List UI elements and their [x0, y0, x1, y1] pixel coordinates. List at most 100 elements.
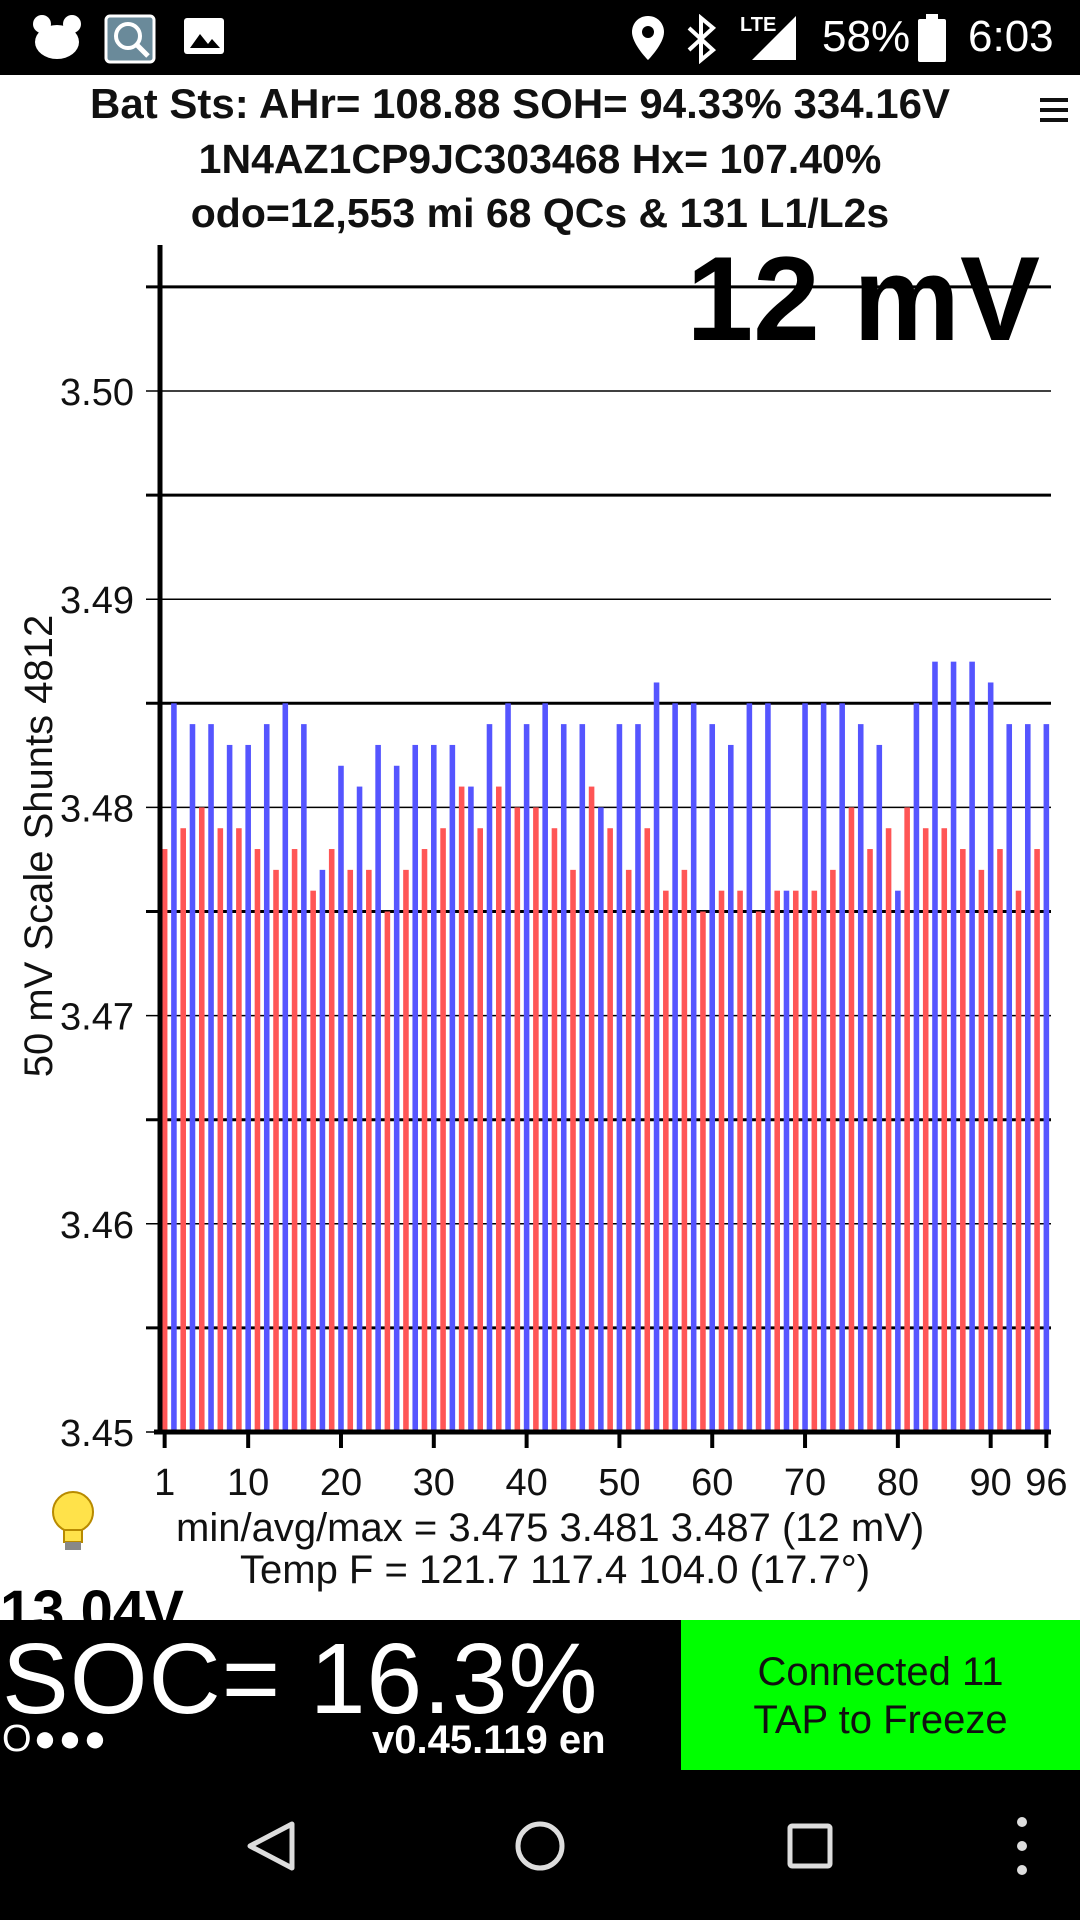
cell-bar — [950, 661, 957, 1432]
cell-bar — [755, 911, 762, 1432]
status-bar: LTE 58% 6:03 — [0, 0, 1080, 75]
cell-bar — [960, 849, 966, 1432]
y-tick-label: 3.49 — [60, 580, 134, 622]
battery-percent: 58% — [822, 12, 911, 61]
delta-mv-label: 12 mV — [686, 232, 1040, 366]
cell-bar — [932, 661, 938, 1432]
lightbulb-icon[interactable] — [48, 1490, 98, 1556]
overflow-button[interactable] — [960, 1770, 1080, 1920]
cell-bar — [885, 828, 892, 1432]
cell-bar — [208, 724, 214, 1432]
x-tick-label: 60 — [691, 1462, 733, 1500]
network-label: LTE — [740, 14, 777, 36]
clock: 6:03 — [968, 12, 1054, 61]
chart-tick-labels: 3.45 3.46 3.47 3.48 3.49 3.50 1 10 20 30 40 50 60 70 8… — [60, 372, 1067, 1500]
cell-bar — [236, 828, 242, 1432]
cell-bar — [393, 765, 400, 1432]
location-icon — [632, 16, 664, 60]
x-tick-label: 10 — [227, 1462, 269, 1500]
cell-bar — [690, 703, 697, 1432]
cell-bar — [171, 703, 177, 1432]
bear-app-icon — [33, 15, 81, 59]
cell-bar — [319, 869, 326, 1432]
cell-bar — [1006, 724, 1013, 1432]
cell-bar — [412, 744, 419, 1432]
x-tick-label: 96 — [1025, 1462, 1067, 1500]
home-icon — [515, 1821, 565, 1871]
cell-bar — [263, 724, 270, 1432]
y-tick-label: 3.47 — [60, 997, 134, 1039]
cell-bar — [848, 807, 855, 1432]
image-icon — [184, 18, 224, 54]
cell-bar — [765, 703, 771, 1432]
cell-bar — [625, 869, 632, 1432]
back-button[interactable] — [180, 1770, 360, 1920]
cell-bar — [737, 890, 743, 1432]
x-tick-label: 1 — [154, 1462, 175, 1500]
back-icon — [247, 1821, 295, 1871]
cell-bar — [560, 724, 567, 1432]
cell-bar — [282, 703, 289, 1432]
soc-readout: SOC= 16.3% — [2, 1623, 599, 1735]
cell-bar — [700, 911, 706, 1432]
x-tick-label: 30 — [413, 1462, 455, 1500]
cell-bar — [338, 765, 344, 1432]
cell-bar — [458, 786, 465, 1432]
soc-panel — [0, 1620, 681, 1770]
cell-bar — [774, 890, 780, 1432]
cell-bar — [495, 786, 502, 1432]
y-tick-label: 3.50 — [60, 372, 134, 414]
cell-bar — [217, 828, 224, 1432]
connect-freeze-button[interactable]: Connected 11 TAP to Freeze — [681, 1620, 1080, 1770]
cell-bar — [987, 682, 994, 1432]
cell-bar — [811, 890, 818, 1432]
cell-bar — [514, 807, 521, 1432]
home-button[interactable] — [450, 1770, 630, 1920]
cell-bar — [709, 724, 716, 1432]
cell-bar — [672, 703, 678, 1432]
cell-bar — [1034, 849, 1040, 1432]
overflow-icon — [1017, 1817, 1027, 1875]
cell-bar — [505, 703, 511, 1432]
lte-signal-icon — [752, 16, 796, 60]
cell-bar — [746, 703, 753, 1432]
cell-bar — [904, 807, 910, 1432]
status-dots: O●●● — [2, 1718, 109, 1760]
y-tick-label: 3.45 — [60, 1413, 134, 1455]
x-tick-label: 90 — [970, 1462, 1012, 1500]
vin-line: 1N4AZ1CP9JC303468 Hx= 107.40% — [198, 136, 882, 182]
cell-bar — [431, 744, 437, 1432]
x-tick-label: 70 — [784, 1462, 826, 1500]
recents-button[interactable] — [720, 1770, 900, 1920]
x-tick-label: 20 — [320, 1462, 362, 1500]
navigation-bar — [0, 1770, 1080, 1920]
cell-bar — [820, 703, 827, 1432]
cell-bar — [681, 869, 688, 1432]
cell-bar — [1043, 724, 1050, 1432]
cell-bar — [802, 703, 808, 1432]
cell-bar — [449, 744, 456, 1432]
version-label: v0.45.119 en — [372, 1718, 606, 1762]
cell-bar — [857, 724, 864, 1432]
cell-bar — [273, 869, 279, 1432]
y-axis-label: 50 mV Scale Shunts 4812 — [17, 615, 61, 1078]
x-tick-label: 50 — [598, 1462, 640, 1500]
battery-icon — [918, 14, 946, 62]
menu-icon[interactable] — [1040, 92, 1068, 128]
cell-bar — [839, 703, 845, 1432]
cell-bar — [792, 890, 799, 1432]
cell-bar — [728, 744, 734, 1432]
freeze-label: TAP to Freeze — [753, 1698, 1008, 1742]
connect-status-label: Connected 11 — [757, 1650, 1004, 1694]
cell-bar — [356, 786, 363, 1432]
cell-bar — [570, 869, 576, 1432]
cell-bar — [542, 703, 548, 1432]
temperature-text: Temp F = 121.7 117.4 104.0 (17.7°) — [240, 1548, 871, 1592]
cell-bar — [551, 828, 558, 1432]
cell-bar — [523, 724, 530, 1432]
cell-bar — [301, 724, 307, 1432]
cell-bar — [783, 890, 790, 1432]
cell-voltage-chart[interactable]: 3.45 3.46 3.47 3.48 3.49 3.50 1 10 20 30 40 50 60 70 8… — [0, 0, 1080, 1500]
cell-bar — [328, 849, 335, 1432]
cell-bar — [635, 724, 641, 1432]
